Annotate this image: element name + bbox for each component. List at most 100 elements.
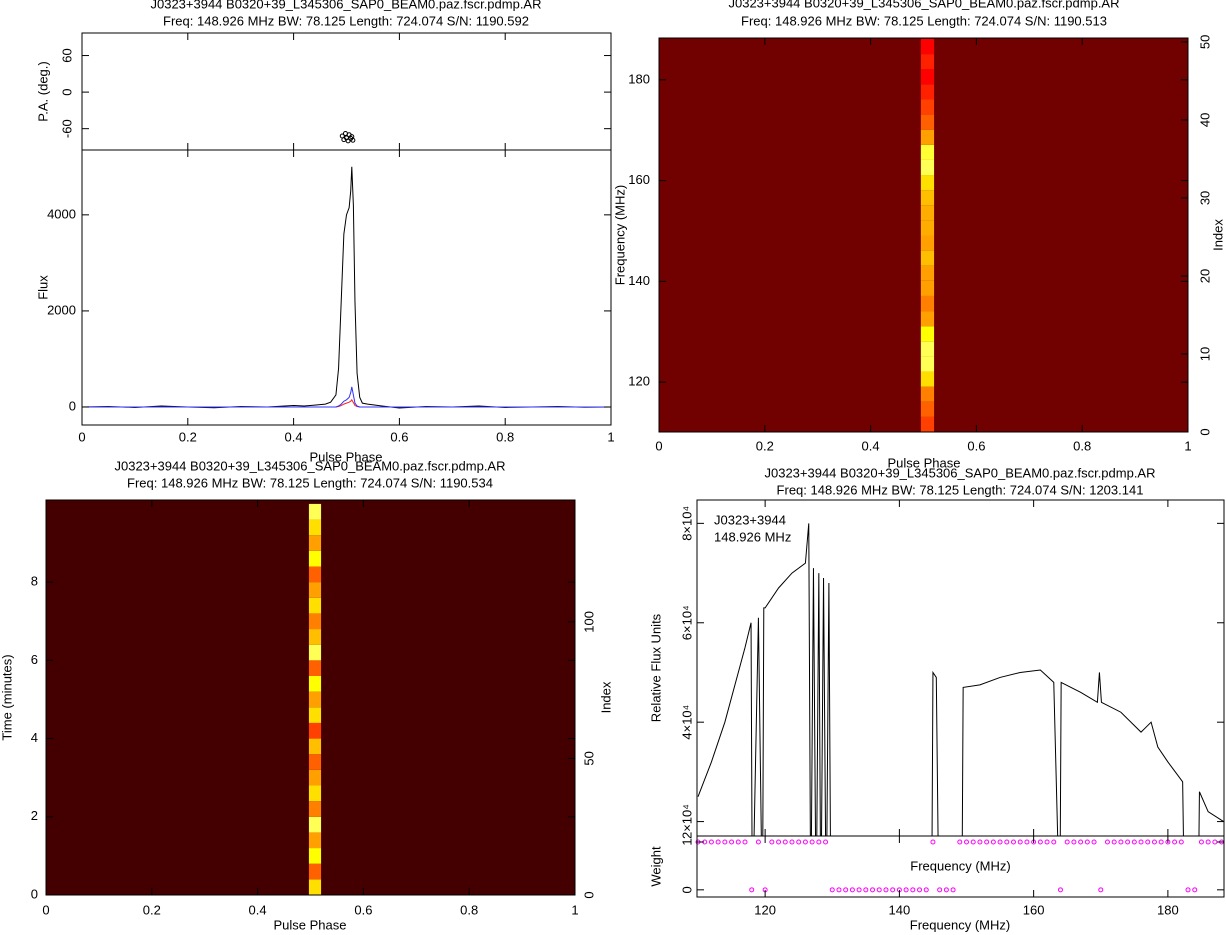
- subplot-point: [1212, 839, 1218, 845]
- x-tick-label: 0.2: [756, 438, 774, 453]
- subplot-point: [903, 887, 909, 893]
- y-axis-label: Relative Flux Units: [648, 613, 663, 722]
- subplot-point: [1118, 839, 1124, 845]
- series-line: [82, 166, 611, 409]
- subplot-point: [990, 839, 996, 845]
- subplot-point: [943, 887, 949, 893]
- subplot-point: [796, 839, 802, 845]
- chart-subtitle: Freq: 148.926 MHz BW: 78.125 Length: 724…: [163, 13, 529, 28]
- heatmap-cell: [920, 99, 935, 115]
- heatmap-cell: [308, 691, 322, 708]
- subplot-point: [1111, 839, 1117, 845]
- y-axis-label: Time (minutes): [0, 654, 14, 740]
- x-tick-label: 0: [42, 902, 49, 917]
- subplot-point: [789, 839, 795, 845]
- x-tick-label: 0: [78, 429, 85, 444]
- subplot-point: [823, 839, 829, 845]
- heatmap-cell: [308, 816, 322, 833]
- x-axis-label: Pulse Phase: [274, 917, 347, 932]
- subplot-point: [1017, 839, 1023, 845]
- subplot-point: [715, 839, 721, 845]
- subplot-point: [782, 839, 788, 845]
- heatmap-cell: [920, 159, 935, 176]
- x-tick-label: 0.4: [862, 438, 880, 453]
- subplot-point: [1078, 839, 1084, 845]
- subplot-point: [950, 887, 956, 893]
- heatmap-cell: [308, 848, 322, 864]
- y2-tick-label: 0: [1197, 428, 1212, 435]
- subplot-point: [1198, 839, 1204, 845]
- y2-tick-label: 50: [581, 751, 596, 765]
- series-line: [697, 523, 1224, 836]
- y-tick-label: 2×10⁴: [679, 804, 694, 839]
- y-tick-label: 0: [31, 886, 38, 901]
- heatmap-cell: [920, 250, 935, 266]
- subplot-point: [977, 839, 983, 845]
- subplot-point: [930, 839, 936, 845]
- y-tick-label: 6: [31, 652, 38, 667]
- subplot-point: [957, 839, 963, 845]
- subplot-point: [735, 839, 741, 845]
- chart-title: J0323+3944 B0320+39_L345306_SAP0_BEAM0.p…: [114, 458, 505, 473]
- subplot-point: [1131, 839, 1137, 845]
- heatmap-cell: [308, 550, 322, 567]
- y-tick-label: 180: [628, 71, 650, 86]
- series-line: [82, 386, 611, 408]
- subplot-point: [843, 887, 849, 893]
- subplot-point: [923, 887, 929, 893]
- y2-tick-label: 50: [1197, 35, 1212, 49]
- subplot-point: [849, 887, 855, 893]
- heatmap-cell: [308, 597, 322, 614]
- subplot-x-label: Frequency (MHz): [910, 858, 1010, 873]
- subplot-y-label: P.A. (deg.): [35, 61, 50, 121]
- x-axis-label: Frequency (MHz): [910, 917, 1010, 932]
- heatmap-cell: [920, 220, 935, 236]
- subplot-point: [1057, 887, 1063, 893]
- subplot-point: [1010, 839, 1016, 845]
- x-tick-label: 1: [1184, 438, 1191, 453]
- heatmap-cell: [308, 754, 322, 770]
- y-tick-label: 120: [628, 374, 650, 389]
- subplot-point: [856, 887, 862, 893]
- y2-tick-label: 20: [1197, 269, 1212, 283]
- heatmap-cell: [920, 311, 935, 327]
- heatmap-cell: [920, 371, 935, 387]
- subplot-point: [937, 887, 943, 893]
- heatmap-cell: [308, 879, 322, 895]
- subplot-point: [863, 887, 869, 893]
- annotation: J0323+3944: [714, 512, 786, 527]
- heatmap-cell: [920, 114, 935, 130]
- y-tick-label: 4000: [47, 206, 76, 221]
- y2-tick-label: 10: [1197, 347, 1212, 361]
- heatmap-cell: [920, 416, 935, 432]
- subplot-point: [802, 839, 808, 845]
- y-tick-label: 0: [69, 398, 76, 413]
- y2-tick-label: 30: [1197, 191, 1212, 205]
- heatmap-cell: [308, 801, 322, 817]
- plot-frame: [81, 149, 612, 426]
- subplot-point: [1178, 839, 1184, 845]
- y-tick-label: 2: [31, 808, 38, 823]
- x-tick-label: 1: [571, 902, 578, 917]
- subplot-point: [1145, 839, 1151, 845]
- y-tick-label: 0: [59, 88, 74, 95]
- heatmap-cell: [308, 582, 322, 598]
- annotation: 148.926 MHz: [714, 529, 791, 544]
- heatmap-cell: [308, 863, 322, 880]
- chart-title: J0323+3944 B0320+39_L345306_SAP0_BEAM0.p…: [728, 0, 1119, 10]
- subplot-point: [964, 839, 970, 845]
- x-tick-label: 0.8: [1073, 438, 1091, 453]
- y-tick-label: 8×10⁴: [679, 506, 694, 541]
- subplot-point: [776, 839, 782, 845]
- chart-subtitle: Freq: 148.926 MHz BW: 78.125 Length: 724…: [741, 13, 1107, 28]
- subplot-point: [997, 839, 1003, 845]
- subplot-point: [345, 138, 351, 144]
- y2-axis-label: Index: [1210, 219, 1225, 251]
- subplot-point: [876, 887, 882, 893]
- y-tick-label: 0: [679, 886, 694, 893]
- y-axis-label: Frequency (MHz): [612, 185, 627, 285]
- plot-frame: [45, 499, 576, 896]
- subplot-point: [970, 839, 976, 845]
- heatmap-cell: [920, 144, 935, 160]
- subplot-point: [1098, 887, 1104, 893]
